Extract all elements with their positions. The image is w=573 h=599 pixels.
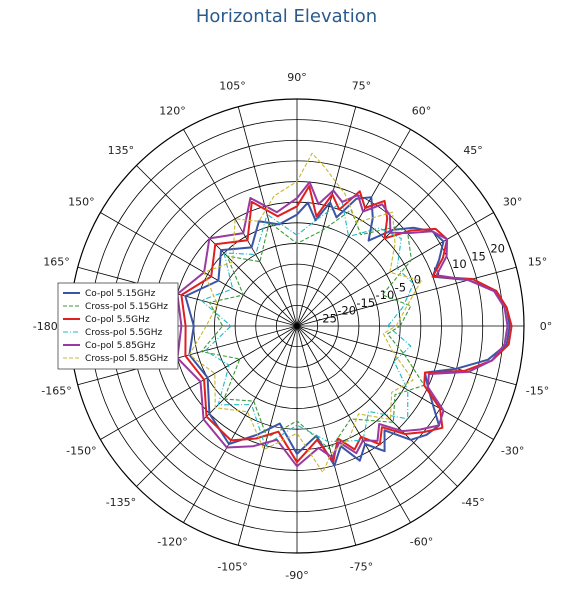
- angular-grid-spoke: [100, 212, 298, 327]
- angle-tick-label: 150°: [68, 196, 95, 209]
- radial-tick-label: 15: [471, 249, 486, 263]
- angular-grid-spoke: [237, 106, 298, 327]
- legend-label: Cross-pol 5.15GHz: [85, 302, 168, 312]
- series-line: [180, 185, 513, 464]
- angular-grid-spoke: [296, 325, 357, 546]
- angle-tick-label: -60°: [410, 536, 433, 549]
- radial-tick-label: -20: [337, 304, 356, 318]
- angular-grid-spoke: [183, 129, 298, 327]
- radial-tick-label: -15: [356, 296, 375, 310]
- angular-grid-spoke: [296, 129, 411, 327]
- radial-tick-label: 20: [490, 242, 505, 256]
- angular-grid-spoke: [100, 325, 298, 440]
- angular-grid-spoke: [296, 325, 411, 523]
- angle-tick-label: -15°: [526, 384, 549, 397]
- angular-grid-spoke: [136, 165, 298, 327]
- angle-tick-label: 30°: [503, 196, 523, 209]
- angular-grid-spoke: [136, 325, 298, 487]
- series-line: [200, 209, 425, 451]
- angle-tick-label: 15°: [528, 256, 548, 269]
- legend-label: Co-pol 5.15GHz: [85, 289, 156, 299]
- angular-grid-spoke: [77, 266, 298, 327]
- series-line: [200, 201, 414, 447]
- angle-tick-label: -45°: [461, 496, 484, 509]
- angle-tick-label: -30°: [501, 445, 524, 458]
- angle-tick-label: -105°: [217, 561, 247, 574]
- radial-tick-label: -25: [318, 311, 337, 325]
- angular-grid-spoke: [296, 266, 517, 327]
- angular-grid-spoke: [296, 325, 517, 386]
- radial-tick-label: 5: [433, 265, 440, 279]
- angle-tick-label: 90°: [287, 71, 307, 84]
- chart-title: Horizontal Elevation: [195, 6, 378, 27]
- angle-tick-label: 45°: [463, 144, 483, 157]
- legend-label: Cross-pol 5.85GHz: [85, 354, 168, 364]
- legend-label: Cross-pol 5.5GHz: [85, 328, 163, 338]
- angle-tick-label: 105°: [219, 79, 246, 92]
- angle-tick-label: -120°: [157, 536, 187, 549]
- angle-tick-label: 60°: [412, 104, 432, 117]
- radial-tick-label: -5: [395, 280, 406, 294]
- angle-tick-label: 135°: [108, 144, 135, 157]
- angular-grid-spoke: [296, 165, 458, 327]
- angle-tick-label: 165°: [43, 256, 70, 269]
- angle-tick-label: -150°: [66, 445, 96, 458]
- angular-grid-spoke: [77, 325, 298, 386]
- legend-label: Co-pol 5.85GHz: [85, 341, 156, 351]
- angle-tick-label: -90°: [285, 569, 308, 582]
- angle-tick-label: -165°: [41, 384, 71, 397]
- legend-label: Co-pol 5.5GHz: [85, 315, 150, 325]
- angular-grid-spoke: [296, 325, 494, 440]
- angle-tick-label: -75°: [350, 561, 373, 574]
- angular-grid-spoke: [296, 212, 494, 327]
- series-line: [184, 196, 511, 467]
- angle-tick-label: 0°: [540, 320, 553, 333]
- angle-tick-label: -180°: [33, 320, 63, 333]
- angular-grid-spoke: [296, 325, 458, 487]
- legend-box: [57, 282, 179, 370]
- series-line: [176, 181, 509, 468]
- angle-tick-label: 120°: [159, 104, 186, 117]
- radial-tick-label: 10: [452, 257, 467, 271]
- angle-tick-label: -135°: [106, 496, 136, 509]
- angular-grid-spoke: [183, 325, 298, 523]
- radial-tick-label: -10: [376, 288, 395, 302]
- angular-grid-spoke: [296, 106, 357, 327]
- series-line: [188, 152, 422, 473]
- angle-tick-label: 75°: [352, 79, 372, 92]
